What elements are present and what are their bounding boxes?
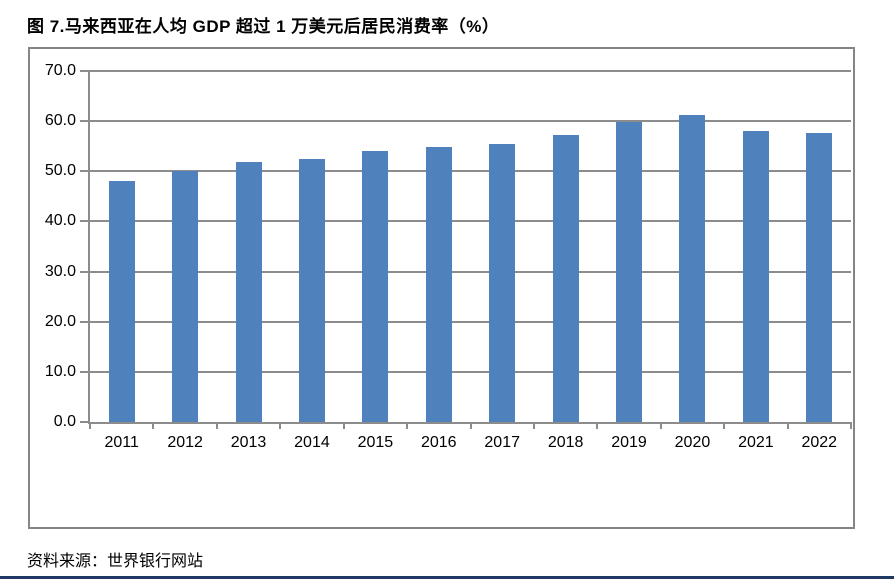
chart-frame: 0.0 10.0 20.0 30.0 40.0 50.0 60.0 70.0 2011 2012 2… — [28, 47, 855, 529]
y-axis-tick-10.0 — [80, 370, 90, 373]
bar-2020 — [679, 115, 706, 422]
y-axis-label-10.0: 10.0 — [44, 362, 76, 380]
bar-2014 — [298, 159, 325, 422]
bar-2013 — [235, 162, 262, 422]
gridline-40.0 — [90, 220, 851, 223]
x-axis-tick — [406, 422, 409, 429]
x-axis-tick — [469, 422, 472, 429]
bar-2011 — [108, 181, 135, 422]
x-axis-label-2019: 2019 — [611, 434, 647, 451]
x-axis-tick — [342, 422, 345, 429]
gridline-70.0 — [90, 70, 851, 72]
y-axis-label-20.0: 20.0 — [44, 312, 76, 330]
x-axis-label-2017: 2017 — [484, 434, 520, 451]
bar-2021 — [742, 131, 769, 422]
bar-2017 — [489, 144, 516, 422]
x-axis-tick — [786, 422, 789, 429]
x-axis-label-2012: 2012 — [167, 434, 203, 451]
chart-title: 图 7.马来西亚在人均 GDP 超过 1 万美元后居民消费率（%） — [27, 17, 500, 36]
x-axis-label-2021: 2021 — [738, 434, 774, 451]
plot-area: 0.0 10.0 20.0 30.0 40.0 50.0 60.0 70.0 2011 2012 2… — [45, 62, 852, 451]
x-axis-label-2014: 2014 — [294, 434, 330, 451]
x-axis-tick — [850, 422, 852, 429]
y-axis-tick-70.0 — [80, 70, 90, 72]
y-axis-tick-40.0 — [80, 220, 90, 223]
x-axis-label-2018: 2018 — [547, 434, 584, 451]
x-axis-label-2016: 2016 — [420, 434, 457, 451]
y-axis-tick-0.0 — [80, 421, 90, 423]
y-axis-label-30.0: 30.0 — [44, 262, 76, 280]
x-axis-label-2013: 2013 — [230, 434, 267, 451]
gridline-30.0 — [90, 270, 851, 273]
bar-2012 — [172, 171, 199, 422]
bar-2022 — [806, 133, 833, 422]
y-axis-label-50.0: 50.0 — [44, 162, 76, 180]
y-axis-label-70.0: 70.0 — [44, 62, 76, 79]
bottom-divider — [0, 576, 894, 579]
x-axis-tick — [659, 422, 662, 429]
gridline-60.0 — [90, 120, 851, 123]
x-axis-label-2022: 2022 — [801, 434, 838, 451]
gridline-50.0 — [90, 170, 851, 173]
y-axis-label-0.0: 0.0 — [53, 413, 76, 430]
bar-2016 — [425, 147, 452, 422]
x-axis-label-2020: 2020 — [674, 434, 711, 451]
x-axis-label-2011: 2011 — [104, 434, 139, 451]
gridline-20.0 — [90, 320, 851, 323]
gridline-10.0 — [90, 370, 851, 373]
y-axis-tick-50.0 — [80, 170, 90, 173]
y-axis-tick-60.0 — [80, 120, 90, 123]
bar-2019 — [616, 122, 643, 422]
x-axis-label-2015: 2015 — [357, 434, 394, 451]
x-axis-tick — [532, 422, 535, 429]
x-axis-tick — [89, 422, 91, 429]
x-axis-tick — [279, 422, 282, 429]
x-axis-tick — [596, 422, 599, 429]
x-axis-tick — [152, 422, 155, 429]
bar-2015 — [362, 151, 389, 422]
source-note: 资料来源：世界银行网站 — [27, 553, 204, 570]
y-axis-tick-30.0 — [80, 270, 90, 273]
x-axis-tick — [723, 422, 726, 429]
bar-2018 — [552, 134, 579, 422]
x-axis-tick — [215, 422, 218, 429]
y-axis-label-40.0: 40.0 — [44, 212, 76, 230]
y-axis-label-60.0: 60.0 — [44, 112, 76, 130]
y-axis-tick-20.0 — [80, 320, 90, 323]
